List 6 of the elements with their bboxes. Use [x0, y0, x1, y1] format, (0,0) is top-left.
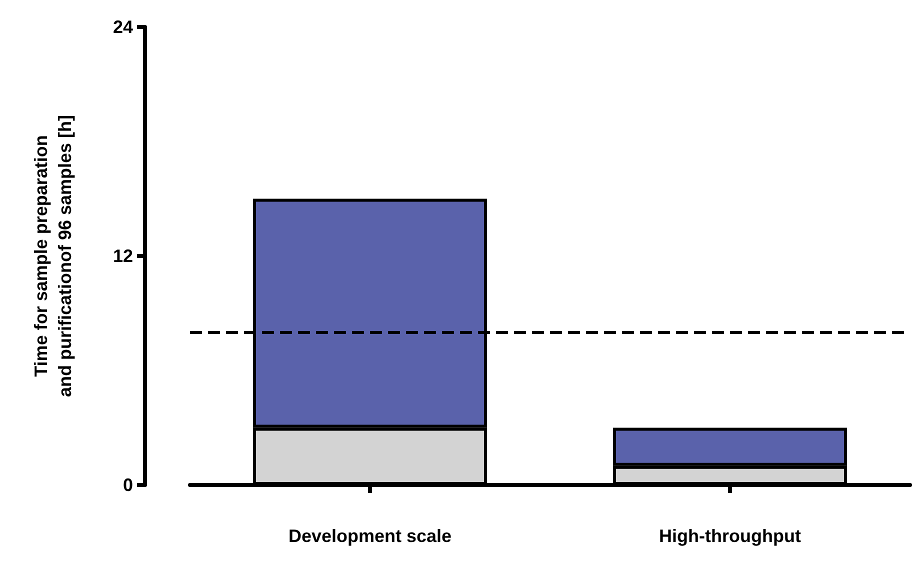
y-tick-label: 24 — [112, 17, 133, 37]
x-tick-label: High-throughput — [659, 526, 801, 546]
y-axis-title: Time for sample preparation and purificationof 96 samples [h] — [31, 114, 75, 398]
y-tick-label: 12 — [112, 246, 133, 266]
y-tick-label: 0 — [122, 475, 133, 495]
x-tick-label: Development scale — [288, 526, 452, 546]
